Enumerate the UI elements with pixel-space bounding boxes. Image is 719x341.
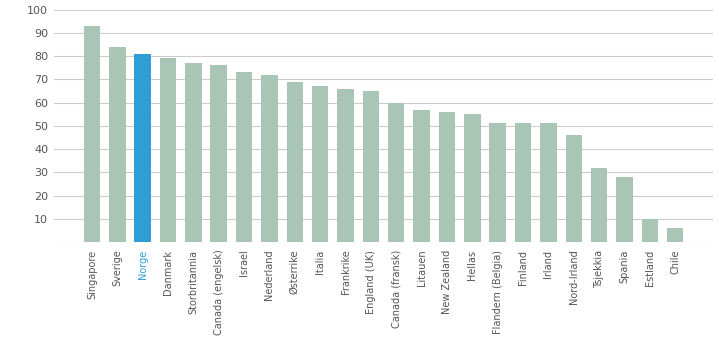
Bar xyxy=(287,81,303,242)
Bar xyxy=(515,123,531,242)
Bar xyxy=(616,177,633,242)
Bar xyxy=(337,89,354,242)
Bar xyxy=(185,63,201,242)
Bar xyxy=(413,109,430,242)
Bar xyxy=(211,65,227,242)
Bar xyxy=(134,54,151,242)
Bar xyxy=(362,91,379,242)
Bar xyxy=(160,58,176,242)
Bar xyxy=(667,228,684,242)
Bar xyxy=(439,112,455,242)
Bar xyxy=(464,114,480,242)
Bar xyxy=(540,123,557,242)
Bar xyxy=(83,26,100,242)
Bar xyxy=(388,103,405,242)
Bar xyxy=(109,47,126,242)
Bar xyxy=(312,86,329,242)
Bar xyxy=(490,123,506,242)
Bar xyxy=(236,72,252,242)
Bar xyxy=(641,219,658,242)
Bar xyxy=(261,75,278,242)
Bar xyxy=(566,135,582,242)
Bar xyxy=(591,168,608,242)
